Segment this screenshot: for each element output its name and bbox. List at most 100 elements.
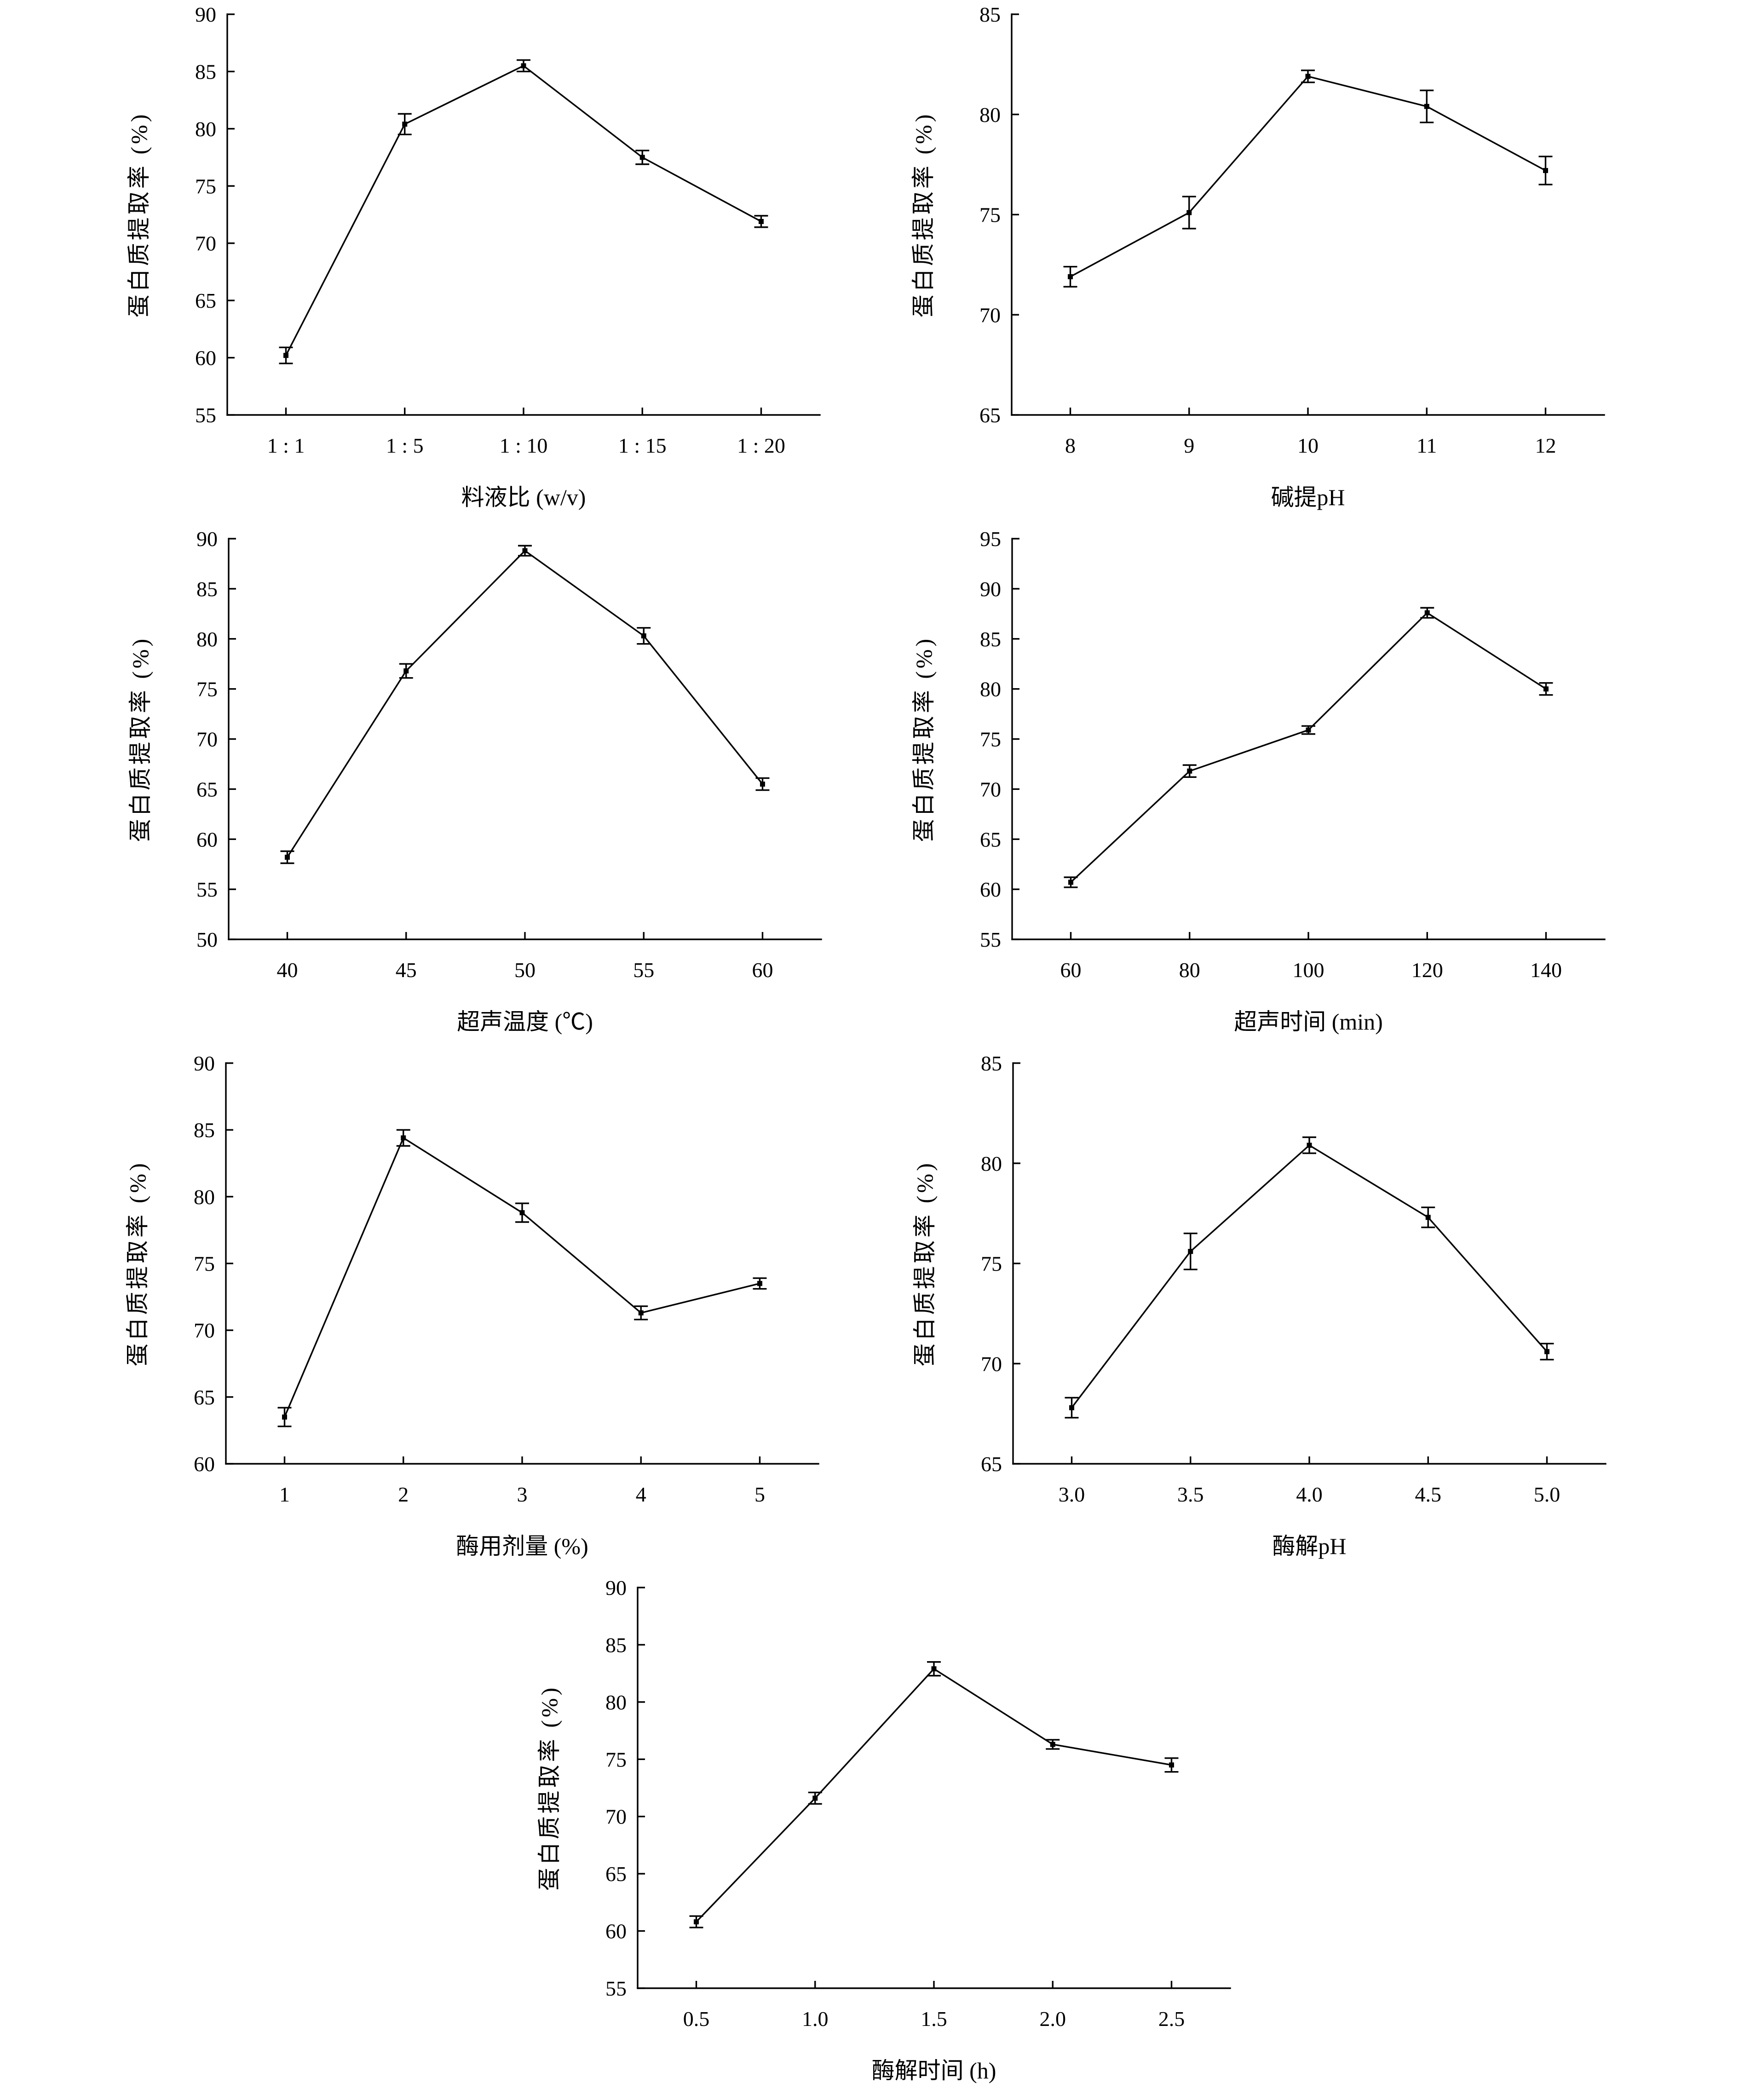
svg-text:55: 55 (605, 1977, 627, 2000)
svg-text:2.0: 2.0 (1039, 2007, 1066, 2031)
svg-text:1.5: 1.5 (921, 2007, 947, 2031)
svg-text:1 : 20: 1 : 20 (737, 434, 785, 457)
svg-text:80: 80 (1179, 958, 1200, 982)
svg-text:95: 95 (980, 527, 1001, 551)
svg-text:5: 5 (754, 1483, 765, 1506)
svg-text:50: 50 (196, 928, 218, 951)
svg-text:45: 45 (396, 958, 417, 982)
svg-text:4: 4 (636, 1483, 646, 1506)
svg-text:80: 80 (194, 1185, 215, 1208)
svg-text:75: 75 (195, 174, 216, 198)
svg-text:85: 85 (196, 577, 218, 601)
svg-text:蛋白质提取率 (%): 蛋白质提取率 (%) (127, 636, 153, 842)
svg-text:85: 85 (979, 3, 1001, 26)
svg-text:120: 120 (1411, 958, 1443, 982)
svg-text:1.0: 1.0 (802, 2007, 829, 2031)
svg-text:1 : 1: 1 : 1 (267, 434, 305, 457)
svg-text:酶解pH: 酶解pH (1272, 1533, 1346, 1559)
svg-text:蛋白质提取率 (%): 蛋白质提取率 (%) (125, 1161, 150, 1366)
svg-text:80: 80 (195, 117, 216, 141)
svg-text:11: 11 (1417, 434, 1437, 457)
svg-text:80: 80 (605, 1691, 627, 1714)
svg-text:3: 3 (517, 1483, 528, 1506)
svg-text:85: 85 (980, 627, 1001, 651)
svg-text:90: 90 (980, 577, 1001, 601)
svg-text:55: 55 (195, 403, 216, 427)
svg-text:70: 70 (979, 303, 1001, 327)
svg-text:75: 75 (194, 1252, 215, 1276)
svg-text:140: 140 (1530, 958, 1562, 982)
svg-text:超声时间 (min): 超声时间 (min) (1234, 1009, 1383, 1035)
svg-text:1 : 10: 1 : 10 (500, 434, 548, 457)
svg-text:1: 1 (279, 1483, 290, 1506)
svg-text:60: 60 (980, 878, 1001, 901)
svg-text:1 : 15: 1 : 15 (618, 434, 667, 457)
svg-text:70: 70 (196, 728, 218, 751)
svg-text:90: 90 (605, 1576, 627, 1599)
svg-text:60: 60 (605, 1920, 627, 1943)
svg-text:65: 65 (196, 777, 218, 801)
svg-text:10: 10 (1297, 434, 1319, 457)
svg-text:65: 65 (981, 1452, 1002, 1476)
svg-text:蛋白质提取率 (%): 蛋白质提取率 (%) (910, 112, 936, 317)
svg-text:75: 75 (981, 1252, 1002, 1276)
svg-text:65: 65 (194, 1386, 215, 1409)
svg-text:85: 85 (195, 60, 216, 83)
svg-text:2: 2 (398, 1483, 409, 1506)
svg-text:55: 55 (980, 928, 1001, 951)
svg-text:1 : 5: 1 : 5 (386, 434, 424, 457)
svg-text:90: 90 (194, 1052, 215, 1075)
svg-text:超声温度 (℃): 超声温度 (℃) (457, 1009, 593, 1035)
svg-text:碱提pH: 碱提pH (1271, 484, 1345, 510)
svg-text:100: 100 (1293, 958, 1324, 982)
svg-text:55: 55 (633, 958, 654, 982)
svg-text:75: 75 (980, 728, 1001, 751)
svg-text:蛋白质提取率 (%): 蛋白质提取率 (%) (911, 636, 937, 842)
svg-text:蛋白质提取率 (%): 蛋白质提取率 (%) (912, 1161, 938, 1366)
svg-text:70: 70 (980, 777, 1001, 801)
svg-text:4.0: 4.0 (1296, 1483, 1323, 1506)
svg-text:75: 75 (979, 203, 1001, 227)
svg-text:40: 40 (277, 958, 298, 982)
svg-text:65: 65 (605, 1862, 627, 1886)
svg-text:0.5: 0.5 (683, 2007, 710, 2031)
svg-text:85: 85 (981, 1052, 1002, 1075)
svg-text:80: 80 (980, 678, 1001, 701)
svg-text:75: 75 (605, 1748, 627, 1771)
svg-text:70: 70 (195, 232, 216, 255)
svg-text:65: 65 (980, 828, 1001, 851)
svg-text:蛋白质提取率 (%): 蛋白质提取率 (%) (536, 1685, 562, 1891)
svg-text:60: 60 (195, 346, 216, 370)
svg-text:2.5: 2.5 (1158, 2007, 1185, 2031)
svg-text:3.5: 3.5 (1177, 1483, 1204, 1506)
svg-text:55: 55 (196, 878, 218, 901)
svg-text:80: 80 (979, 103, 1001, 127)
svg-text:9: 9 (1184, 434, 1194, 457)
svg-text:50: 50 (514, 958, 536, 982)
svg-text:65: 65 (195, 289, 216, 312)
svg-text:90: 90 (195, 3, 216, 26)
svg-text:8: 8 (1065, 434, 1076, 457)
svg-text:80: 80 (981, 1152, 1002, 1175)
svg-text:80: 80 (196, 627, 218, 651)
svg-text:酶用剂量 (%): 酶用剂量 (%) (456, 1533, 588, 1559)
svg-text:70: 70 (981, 1352, 1002, 1375)
svg-text:蛋白质提取率 (%): 蛋白质提取率 (%) (126, 112, 152, 317)
svg-text:70: 70 (605, 1805, 627, 1829)
svg-text:70: 70 (194, 1319, 215, 1342)
svg-text:75: 75 (196, 678, 218, 701)
svg-text:60: 60 (1060, 958, 1082, 982)
svg-text:85: 85 (605, 1633, 627, 1657)
svg-text:90: 90 (196, 527, 218, 551)
svg-text:3.0: 3.0 (1059, 1483, 1085, 1506)
svg-text:酶解时间 (h): 酶解时间 (h) (872, 2058, 996, 2083)
svg-text:5.0: 5.0 (1534, 1483, 1560, 1506)
svg-text:12: 12 (1535, 434, 1556, 457)
svg-text:85: 85 (194, 1118, 215, 1142)
svg-text:4.5: 4.5 (1415, 1483, 1441, 1506)
svg-text:60: 60 (752, 958, 773, 982)
svg-text:60: 60 (194, 1452, 215, 1476)
svg-text:料液比 (w/v): 料液比 (w/v) (461, 484, 586, 510)
svg-text:65: 65 (979, 403, 1001, 427)
svg-text:60: 60 (196, 828, 218, 851)
